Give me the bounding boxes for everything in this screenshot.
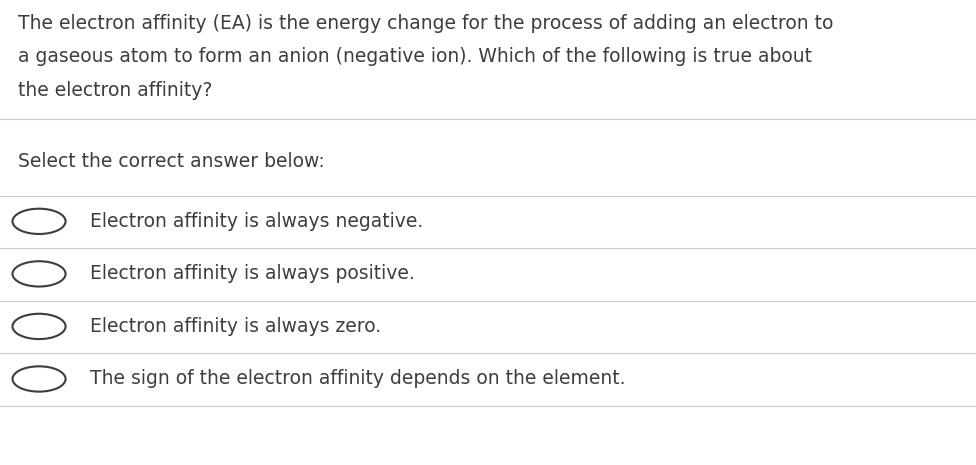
Text: the electron affinity?: the electron affinity? xyxy=(18,81,212,100)
Text: The electron affinity (EA) is the energy change for the process of adding an ele: The electron affinity (EA) is the energy… xyxy=(18,14,833,33)
Text: Electron affinity is always negative.: Electron affinity is always negative. xyxy=(90,212,423,231)
Text: Electron affinity is always zero.: Electron affinity is always zero. xyxy=(90,317,381,336)
Text: Electron affinity is always positive.: Electron affinity is always positive. xyxy=(90,265,415,283)
Text: The sign of the electron affinity depends on the element.: The sign of the electron affinity depend… xyxy=(90,370,626,388)
Text: Select the correct answer below:: Select the correct answer below: xyxy=(18,152,324,171)
Text: a gaseous atom to form an anion (negative ion). Which of the following is true a: a gaseous atom to form an anion (negativ… xyxy=(18,47,812,66)
